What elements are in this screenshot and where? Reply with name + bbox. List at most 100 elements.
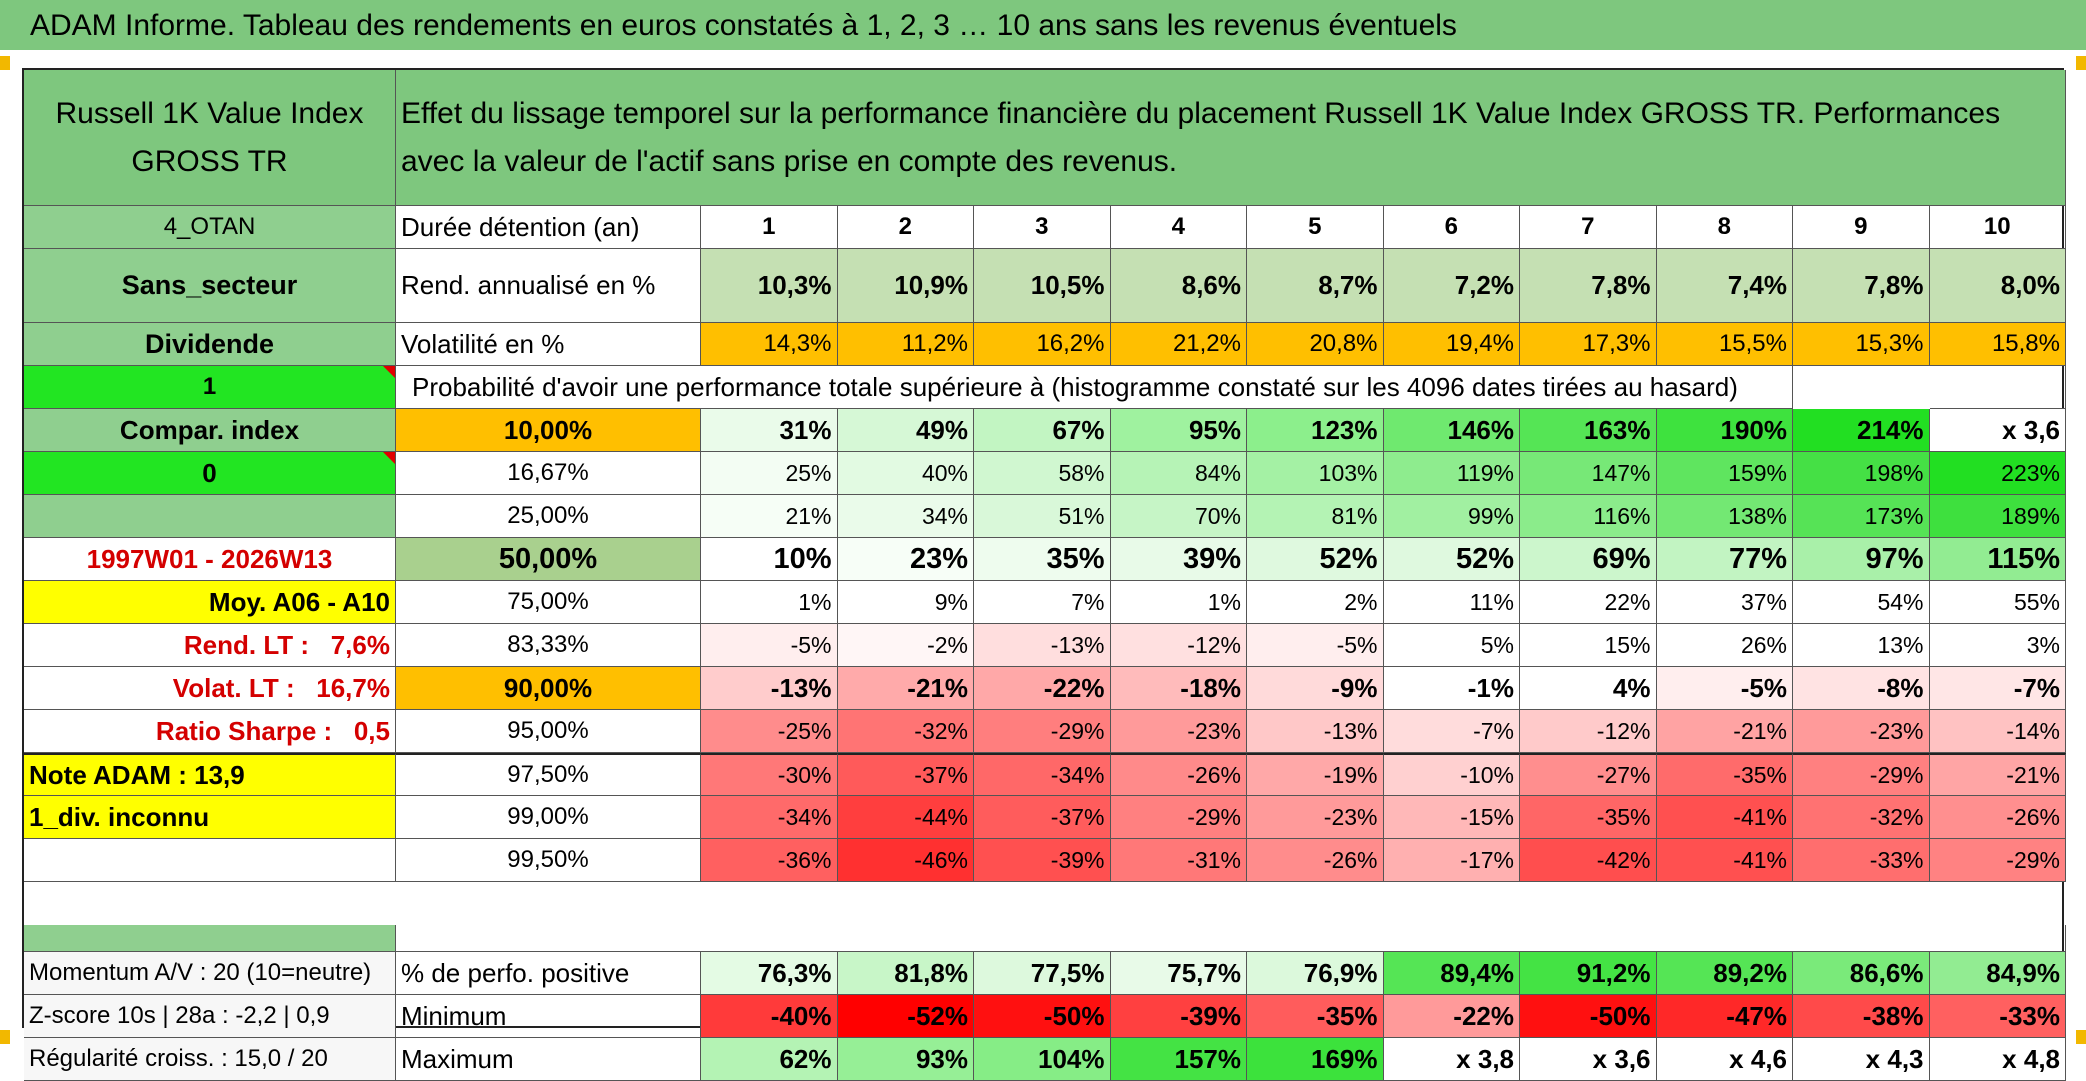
volat-cell: 17,3% [1520, 323, 1657, 366]
maximum-cell: 169% [1247, 1038, 1384, 1081]
quantile-cell: 173% [1793, 495, 1930, 538]
moy-label: Moy. A06 - A10 [24, 581, 396, 624]
rend-cell: 8,0% [1929, 249, 2066, 323]
performance-table: Russell 1K Value Index GROSS TR Effet du… [22, 68, 2066, 1081]
year-header: 2 [837, 206, 974, 249]
quantile-cell: -23% [1247, 796, 1384, 839]
quantile-cell: 99% [1383, 495, 1520, 538]
quantile-cell: 23% [837, 538, 974, 581]
quantile-cell: -41% [1656, 839, 1793, 882]
quantile-cell: 58% [974, 452, 1111, 495]
maximum-cell: x 3,8 [1383, 1038, 1520, 1081]
spacer-cell [396, 925, 2066, 952]
volat-cell: 19,4% [1383, 323, 1520, 366]
quantile-cell: 103% [1247, 452, 1384, 495]
maximum-cell: x 3,6 [1520, 1038, 1657, 1081]
positive-cell: 81,8% [837, 952, 974, 995]
one-value: 1 [24, 366, 396, 409]
quantile-cell: -13% [1247, 710, 1384, 753]
quantile-cell: -13% [701, 667, 838, 710]
empty-cell [24, 495, 396, 538]
maximum-label: Maximum [396, 1038, 701, 1081]
quantile-cell: -34% [701, 796, 838, 839]
quantile-cell: 25% [701, 452, 838, 495]
quantile-cell: -26% [1929, 796, 2066, 839]
quantile-cell: -39% [974, 839, 1111, 882]
year-header: 1 [701, 206, 838, 249]
minimum-cell: -50% [1520, 995, 1657, 1038]
quantile-label: 10,00% [396, 409, 701, 452]
quantile-cell: -25% [701, 710, 838, 753]
positive-cell: 76,3% [701, 952, 838, 995]
quantile-cell: 7% [974, 581, 1111, 624]
maximum-cell: x 4,8 [1929, 1038, 2066, 1081]
quantile-cell: -23% [1110, 710, 1247, 753]
minimum-cell: -50% [974, 995, 1111, 1038]
minimum-cell: -33% [1929, 995, 2066, 1038]
zscore-label: Z-score 10s | 28a : -2,2 | 0,9 [24, 995, 396, 1038]
quantile-label: 95,00% [396, 710, 701, 753]
minimum-cell: -35% [1247, 995, 1384, 1038]
maximum-cell: 104% [974, 1038, 1111, 1081]
maximum-cell: 157% [1110, 1038, 1247, 1081]
minimum-cell: -40% [701, 995, 838, 1038]
quantile-cell: 39% [1110, 538, 1247, 581]
quantile-cell: 13% [1793, 624, 1930, 667]
quantile-cell: 9% [837, 581, 974, 624]
quantile-cell: -12% [1520, 710, 1657, 753]
quantile-cell: -5% [701, 624, 838, 667]
quantile-cell: -26% [1247, 839, 1384, 882]
proba-label: Probabilité d'avoir une performance tota… [396, 366, 1793, 409]
quantile-cell: -36% [701, 839, 838, 882]
corner-marker [2076, 1030, 2086, 1044]
quantile-cell: 163% [1520, 409, 1657, 452]
quantile-cell: -17% [1383, 839, 1520, 882]
positive-cell: 89,2% [1656, 952, 1793, 995]
quantile-cell: 115% [1929, 538, 2066, 581]
minimum-cell: -52% [837, 995, 974, 1038]
quantile-cell: -21% [1929, 753, 2066, 796]
quantile-cell: -44% [837, 796, 974, 839]
volat-cell: 11,2% [837, 323, 974, 366]
quantile-cell: x 3,6 [1929, 409, 2066, 452]
year-header: 5 [1247, 206, 1384, 249]
rend-cell: 10,9% [837, 249, 974, 323]
positive-cell: 77,5% [974, 952, 1111, 995]
quantile-label: 83,33% [396, 624, 701, 667]
quantile-label: 90,00% [396, 667, 701, 710]
rend-cell: 8,6% [1110, 249, 1247, 323]
quantile-cell: 35% [974, 538, 1111, 581]
corner-marker [0, 1030, 10, 1044]
report-title: ADAM Informe. Tableau des rendements en … [0, 0, 2086, 52]
year-header: 4 [1110, 206, 1247, 249]
quantile-cell: -21% [1656, 710, 1793, 753]
volat-label: Volatilité en % [396, 323, 701, 366]
quantile-cell: 147% [1520, 452, 1657, 495]
quantile-cell: 138% [1656, 495, 1793, 538]
quantile-cell: 55% [1929, 581, 2066, 624]
minimum-cell: -39% [1110, 995, 1247, 1038]
corner-marker [2076, 56, 2086, 70]
quantile-cell: 159% [1656, 452, 1793, 495]
quantile-cell: 22% [1520, 581, 1657, 624]
positive-cell: 89,4% [1383, 952, 1520, 995]
quantile-cell: 2% [1247, 581, 1384, 624]
dividend-label: Dividende [24, 323, 396, 366]
quantile-cell: -21% [837, 667, 974, 710]
year-header: 10 [1929, 206, 2066, 249]
quantile-cell: -30% [701, 753, 838, 796]
quantile-label: 50,00% [396, 538, 701, 581]
quantile-cell: 49% [837, 409, 974, 452]
note-adam-label: Note ADAM : 13,9 [24, 753, 396, 796]
empty-cell [1929, 366, 2066, 409]
volat-cell: 20,8% [1247, 323, 1384, 366]
quantile-cell: 31% [701, 409, 838, 452]
corner-marker [0, 56, 10, 70]
quantile-cell: -37% [974, 796, 1111, 839]
quantile-cell: -5% [1656, 667, 1793, 710]
quantile-cell: 214% [1793, 409, 1930, 452]
duree-label: Durée détention (an) [396, 206, 701, 249]
maximum-cell: 62% [701, 1038, 838, 1081]
quantile-cell: 119% [1383, 452, 1520, 495]
quantile-cell: -9% [1247, 667, 1384, 710]
